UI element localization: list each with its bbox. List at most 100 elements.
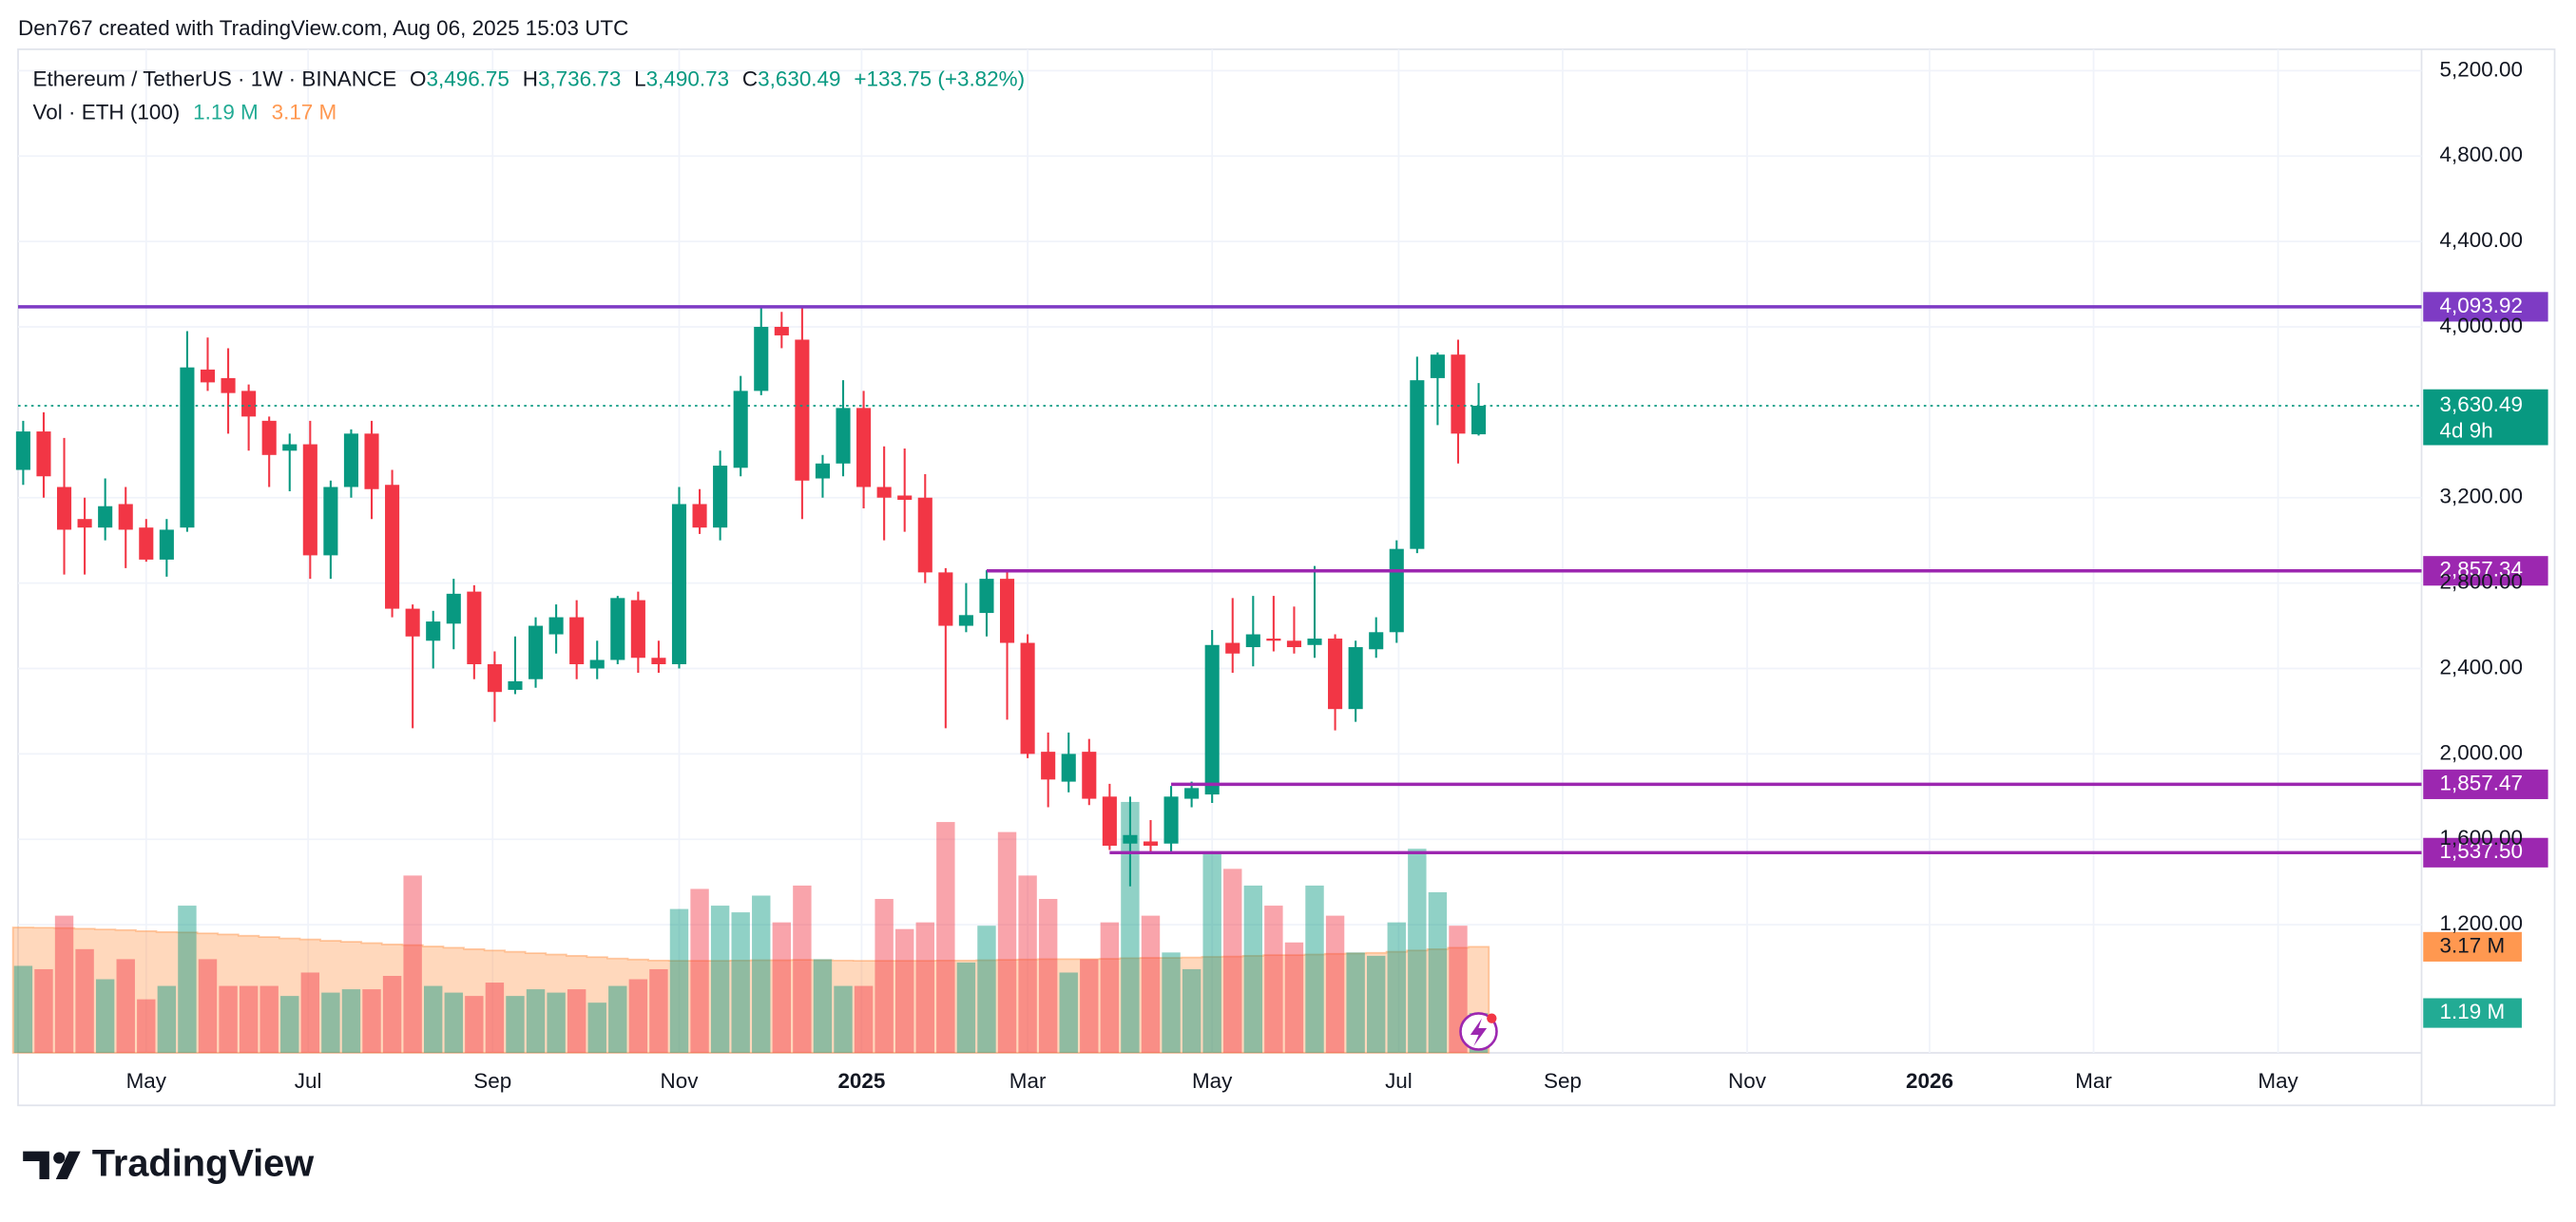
candle-body <box>630 600 645 659</box>
volume-bar <box>75 948 94 1053</box>
volume-bar <box>1284 942 1304 1053</box>
volume-bar <box>1141 915 1161 1053</box>
candle-body <box>1163 796 1179 844</box>
candle-body <box>1020 642 1035 754</box>
y-tick-label: 5,200.00 <box>2440 57 2523 81</box>
volume-bar <box>834 985 853 1053</box>
legend-item: Ethereum / TetherUS · 1W · BINANCE <box>33 67 397 91</box>
volume-bar <box>506 996 525 1053</box>
grid <box>18 48 2422 1053</box>
legend-item: 3,496.75 <box>426 67 509 91</box>
candle-body <box>836 408 851 464</box>
volume-bar <box>239 985 259 1053</box>
volume-bar <box>1059 972 1078 1053</box>
candle-body <box>1286 640 1301 648</box>
legend-item: C <box>742 67 758 91</box>
candle-body <box>241 391 257 417</box>
last-price-label: 3,630.49 <box>2440 392 2523 416</box>
x-tick-label: May <box>1192 1069 1233 1093</box>
volume-bar <box>403 875 422 1053</box>
candle-body <box>159 529 174 560</box>
volume-bar <box>1100 922 1120 1053</box>
volume-bar <box>997 831 1017 1053</box>
candle-body <box>1471 406 1487 435</box>
volume-bar <box>1243 885 1263 1053</box>
candle-body <box>36 431 51 477</box>
candle-body <box>1143 841 1159 847</box>
volume-bar <box>1305 885 1324 1053</box>
volume-bar <box>1325 915 1345 1053</box>
volume-bar <box>895 928 914 1053</box>
x-tick-label: Nov <box>661 1069 700 1093</box>
volume-bar <box>444 992 463 1053</box>
x-tick-label: Nov <box>1728 1069 1767 1093</box>
candle-body <box>958 615 973 626</box>
volume-bar <box>936 822 955 1053</box>
legend-item: L <box>634 67 645 91</box>
candle-body <box>651 658 666 665</box>
brand: TradingView <box>92 1143 314 1185</box>
candle-body <box>426 621 441 641</box>
volume-bar <box>341 989 361 1053</box>
x-tick-label: Jul <box>295 1069 322 1093</box>
volume-bar <box>1408 849 1427 1053</box>
candle-body <box>1266 639 1281 641</box>
candle-body <box>1307 639 1322 645</box>
volume-badge-label: 1.19 M <box>2440 1000 2506 1023</box>
volume-bar <box>977 926 996 1053</box>
candle-body <box>98 506 113 528</box>
candle-body <box>999 579 1015 643</box>
candle-body <box>979 579 994 614</box>
candle-body <box>1225 642 1240 654</box>
volume-bar <box>1121 801 1140 1053</box>
volume-bar <box>34 968 53 1053</box>
levels: 3,630.49 4d 9h 4,093.92 2,857.34 1,857.47 1,5… <box>18 292 2548 1028</box>
volume-bar <box>1162 952 1181 1053</box>
candle-body <box>1430 354 1445 378</box>
last-price-badge <box>2423 389 2548 446</box>
volume-bar <box>1018 875 1037 1053</box>
candle-body <box>302 444 317 556</box>
volume-bar <box>178 906 197 1053</box>
candle-body <box>671 504 687 665</box>
volume-bar <box>875 899 894 1053</box>
level-label: 1,857.47 <box>2440 771 2523 794</box>
candle-body <box>1184 788 1200 799</box>
volume-bar <box>690 888 709 1053</box>
volume-bar <box>669 908 689 1053</box>
y-tick-label: 1,200.00 <box>2440 911 2523 935</box>
legend-item: 3,630.49 <box>758 67 840 91</box>
legend-item: O <box>410 67 426 91</box>
candle-body <box>548 617 564 635</box>
candle-body <box>261 420 277 455</box>
candle-body <box>1082 752 1097 799</box>
legend-item: 3,490.73 <box>646 67 729 91</box>
candle-body <box>200 369 216 383</box>
attribution: Den767 created with TradingView.com, Aug… <box>18 16 628 40</box>
volume-bar <box>260 985 279 1053</box>
candle-body <box>77 519 92 528</box>
countdown: 4d 9h <box>2440 419 2493 443</box>
volume-bar <box>424 985 443 1053</box>
volume-bar <box>198 959 218 1053</box>
logo: TradingView <box>23 1143 314 1185</box>
volume-bar <box>321 992 340 1053</box>
volume-bar <box>731 912 750 1053</box>
volume-ma-area <box>11 926 1490 1054</box>
volume-bar <box>915 922 934 1053</box>
volume-bar <box>526 989 546 1053</box>
candle-body <box>733 391 748 468</box>
volume-pane <box>11 801 1490 1054</box>
volume-bar <box>1428 891 1448 1053</box>
candle-body <box>815 463 830 479</box>
candle-body <box>917 497 932 573</box>
candle-body <box>139 527 154 560</box>
volume-bar <box>116 959 135 1053</box>
level-badge <box>2423 769 2548 799</box>
volume-bar <box>587 1002 606 1053</box>
volume-bar <box>1202 851 1221 1053</box>
candle-body <box>1369 632 1384 650</box>
legend-item: Vol · ETH (100) <box>33 100 181 124</box>
volume-bar <box>854 985 874 1053</box>
